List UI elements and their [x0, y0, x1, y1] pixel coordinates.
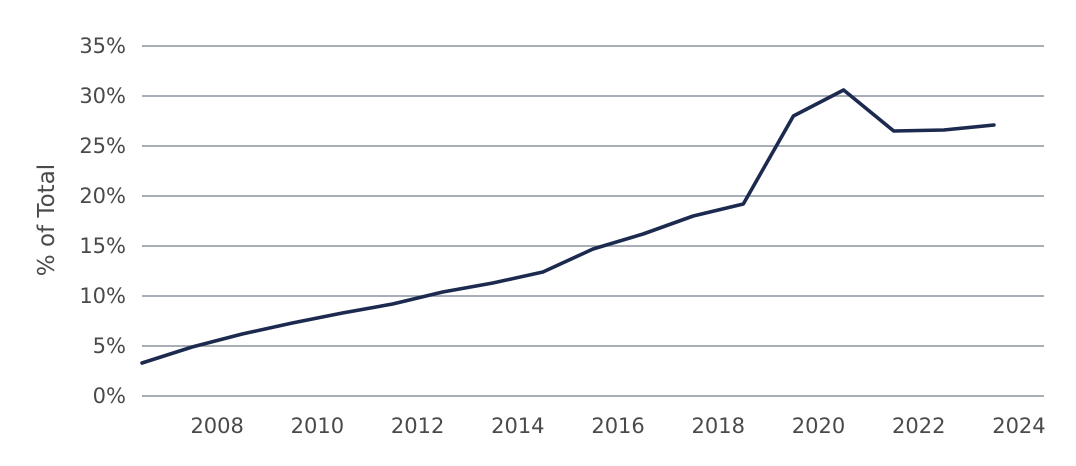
y-axis-label: % of Total — [34, 164, 60, 276]
x-tick-label: 2022 — [892, 414, 945, 438]
x-tick-label: 2008 — [190, 414, 243, 438]
y-tick-label: 20% — [79, 184, 126, 208]
y-tick-label: 30% — [79, 84, 126, 108]
x-tick-label: 2014 — [491, 414, 544, 438]
x-tick-label: 2016 — [591, 414, 644, 438]
y-tick-label: 15% — [79, 234, 126, 258]
x-tick-label: 2010 — [291, 414, 344, 438]
y-axis-tick-labels: 0% 5% 10% 15% 20% 25% 30% 35% — [79, 34, 126, 408]
y-tick-label: 10% — [79, 284, 126, 308]
y-tick-label: 0% — [93, 384, 126, 408]
series-line-0 — [140, 88, 996, 365]
gridlines — [142, 45, 1044, 397]
y-tick-label: 35% — [79, 34, 126, 58]
x-axis-tick-labels: 2008 2010 2012 2014 2016 2018 2020 2022 2024 — [190, 414, 1045, 438]
x-tick-label: 2020 — [792, 414, 845, 438]
x-tick-label: 2012 — [391, 414, 444, 438]
series-lines — [140, 88, 996, 365]
x-tick-label: 2018 — [692, 414, 745, 438]
y-tick-label: 5% — [93, 334, 126, 358]
x-tick-label: 2024 — [992, 414, 1045, 438]
y-tick-label: 25% — [79, 134, 126, 158]
